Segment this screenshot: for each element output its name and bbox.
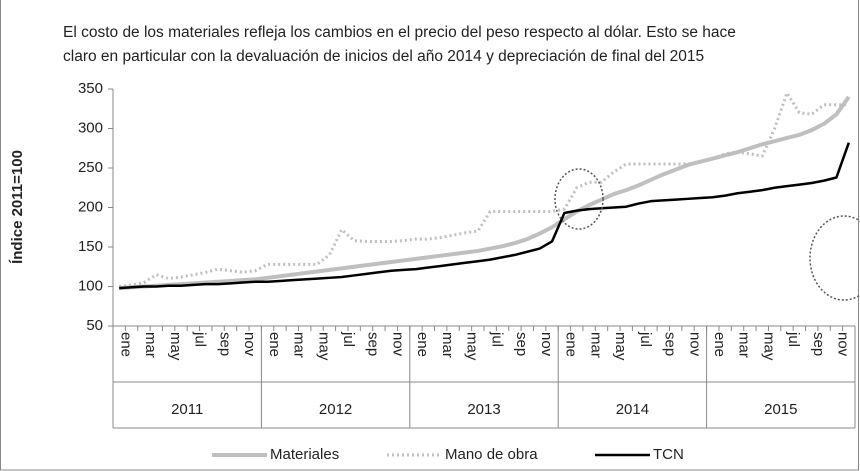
x-tick-label: nov [538,332,555,357]
y-tick-label: 350 [78,80,103,97]
x-tick-label: mar [142,332,159,358]
year-label: 2012 [319,401,352,418]
y-tick-label: 200 [78,198,103,215]
x-tick-label: nov [686,332,703,357]
x-tick-label: mar [587,332,604,358]
year-label: 2014 [616,401,649,418]
series-line [118,91,849,288]
x-tick-label: ene [711,332,728,357]
y-tick-label: 300 [78,119,103,136]
x-tick-label: jul [192,331,209,347]
year-label: 2013 [467,401,500,418]
x-tick-label: ene [266,332,283,357]
x-tick-label: sep [810,332,827,356]
x-tick-label: jul [637,331,654,347]
x-tick-label: nov [389,332,406,357]
x-tick-label: may [760,332,777,361]
year-label: 2015 [764,401,797,418]
x-tick-label: may [612,332,629,361]
y-axis-label: Índice 2011=100 [9,150,26,264]
y-tick-label: 100 [78,277,103,294]
x-tick-label: ene [563,332,580,357]
legend-label: TCN [653,446,684,463]
x-tick-label: sep [662,332,679,356]
y-tick-label: 50 [86,317,103,334]
legend-label: Materiales [270,446,339,463]
series-line [119,142,850,290]
subtitle-line: El costo de los materiales refleja los c… [63,24,736,41]
y-tick-label: 250 [78,159,103,176]
y-tick-label: 150 [78,238,103,255]
x-tick-label: ene [414,332,431,357]
x-tick-label: sep [365,332,382,356]
x-tick-label: mar [291,332,308,358]
x-tick-label: may [315,332,332,361]
x-tick-label: mar [736,332,753,358]
x-tick-label: ene [117,332,134,357]
x-tick-label: sep [513,332,530,356]
x-tick-label: nov [241,332,258,357]
x-tick-label: jul [785,331,802,347]
subtitle-line: claro en particular con la devaluación d… [63,48,704,65]
x-tick-label: jul [340,331,357,347]
highlight-circle [554,168,604,230]
x-tick-label: mar [439,332,456,358]
x-tick-label: may [167,332,184,361]
x-tick-label: nov [835,332,852,357]
highlight-circle [809,215,860,301]
x-tick-label: jul [488,331,505,347]
year-label: 2011 [171,401,203,418]
legend-label: Mano de obra [445,446,538,463]
x-tick-label: sep [216,332,233,356]
x-tick-label: may [464,332,481,361]
